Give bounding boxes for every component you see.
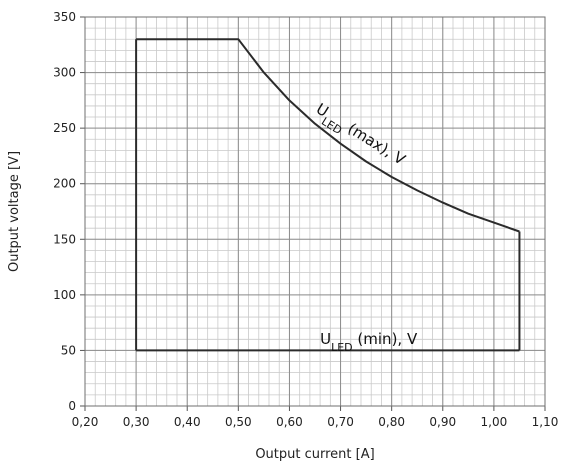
series-label-uled-min: ULED (min), V <box>320 330 418 354</box>
series-label-uled-min-main: U <box>320 330 331 348</box>
x-tick-label: 0,20 <box>72 415 99 429</box>
y-tick-labels: 0 50 100 150 200 250 300 350 <box>53 10 76 413</box>
y-tick-label: 50 <box>61 343 76 357</box>
series-label-uled-max: ULED (max), V <box>310 100 409 174</box>
y-tick-label: 350 <box>53 10 76 24</box>
y-axis-title: Output voltage [V] <box>7 151 22 272</box>
y-tick-label: 100 <box>53 288 76 302</box>
series-label-uled-min-sub: LED <box>331 340 353 353</box>
plot-lines <box>135 38 521 352</box>
major-grid <box>80 16 546 411</box>
x-tick-label: 0,60 <box>276 415 303 429</box>
plot-frame <box>84 16 546 407</box>
y-tick-label: 0 <box>68 399 76 413</box>
y-tick-label: 150 <box>53 232 76 246</box>
x-tick-label: 0,80 <box>378 415 405 429</box>
y-tick-label: 200 <box>53 177 76 191</box>
series-label-uled-min-rest: (min), V <box>353 330 418 348</box>
minor-grid <box>84 16 546 407</box>
series-line-uled-max <box>136 38 520 233</box>
x-tick-label: 0,50 <box>225 415 252 429</box>
x-tick-label: 1,00 <box>481 415 508 429</box>
y-tick-label: 300 <box>53 66 76 80</box>
x-axis-title: Output current [A] <box>255 447 374 462</box>
x-tick-labels: 0,20 0,30 0,40 0,50 0,60 0,70 0,80 0,90 1,00 1,10 <box>72 415 559 429</box>
x-tick-label: 0,70 <box>327 415 354 429</box>
y-tick-label: 250 <box>53 121 76 135</box>
x-tick-label: 0,30 <box>123 415 150 429</box>
x-tick-label: 0,90 <box>429 415 456 429</box>
x-tick-label: 0,40 <box>174 415 201 429</box>
x-tick-label: 1,10 <box>532 415 559 429</box>
